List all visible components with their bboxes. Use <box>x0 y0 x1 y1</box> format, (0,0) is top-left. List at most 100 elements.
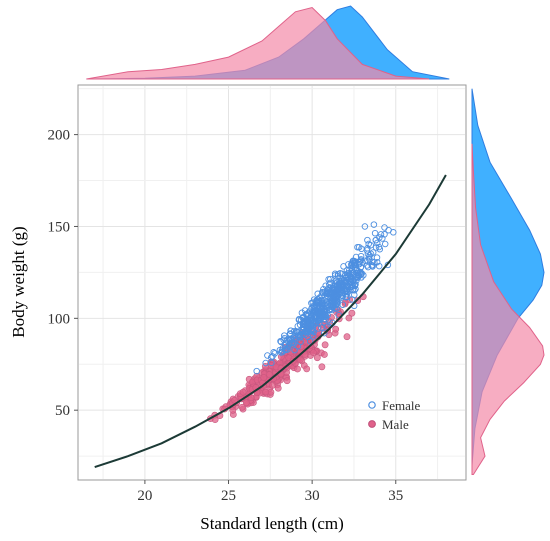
female-point <box>317 316 324 323</box>
female-point <box>356 258 363 266</box>
female-point <box>315 312 323 320</box>
female-point <box>349 286 357 294</box>
female-point <box>300 313 307 321</box>
female-point <box>253 367 260 375</box>
female-point <box>308 327 315 334</box>
female-point <box>372 244 380 251</box>
female-point <box>309 317 317 324</box>
right-density-male <box>471 143 545 475</box>
female-point <box>295 316 303 324</box>
female-point <box>302 331 309 339</box>
legend-female-label: Female <box>382 398 420 413</box>
female-point <box>340 277 347 285</box>
male-point <box>318 363 326 371</box>
female-point <box>293 332 300 340</box>
x-axis-title: Standard length (cm) <box>200 514 344 533</box>
y-tick-label: 100 <box>48 311 71 327</box>
female-point <box>336 269 344 277</box>
male-point <box>247 394 255 402</box>
female-point <box>322 310 329 318</box>
female-point <box>375 262 383 270</box>
female-point <box>300 323 307 331</box>
male-point <box>320 351 328 358</box>
top-density-male <box>86 6 430 80</box>
x-tick-label: 30 <box>305 488 320 504</box>
right-marginal-density <box>471 88 545 475</box>
fit-curve <box>94 174 447 469</box>
female-point <box>357 252 365 260</box>
female-point <box>321 307 329 315</box>
female-point <box>306 318 314 325</box>
male-point <box>348 309 356 317</box>
female-point <box>270 349 277 356</box>
female-point <box>334 289 341 297</box>
female-point <box>313 303 320 311</box>
female-point <box>292 336 299 344</box>
female-point <box>308 316 315 324</box>
male-point <box>303 365 311 373</box>
female-point <box>295 331 302 338</box>
female-point <box>348 276 355 283</box>
female-point <box>323 289 330 296</box>
female-point <box>280 336 287 343</box>
female-point <box>301 318 309 325</box>
male-point <box>309 349 317 356</box>
female-point <box>314 317 321 324</box>
female-point <box>367 250 375 258</box>
female-point <box>313 308 321 315</box>
male-point <box>283 377 291 385</box>
y-axis-title: Body weight (g) <box>9 226 28 337</box>
female-point <box>334 300 341 307</box>
y-axis-ticks: 50 100 150 200 <box>48 128 78 419</box>
x-tick-label: 25 <box>221 488 236 504</box>
legend-female-marker <box>368 401 376 409</box>
female-point <box>372 236 380 244</box>
female-point <box>365 240 372 248</box>
female-point <box>352 253 360 261</box>
female-point <box>327 279 334 287</box>
male-point <box>332 325 340 333</box>
female-point <box>364 236 371 244</box>
male-point <box>313 354 321 362</box>
female-point <box>327 302 334 309</box>
male-point <box>242 399 250 407</box>
male-point <box>229 406 237 414</box>
female-point <box>377 231 385 238</box>
female-point <box>364 263 372 271</box>
female-point <box>318 299 326 306</box>
female-point <box>348 283 356 290</box>
x-tick-label: 20 <box>137 488 152 504</box>
male-point <box>274 384 282 392</box>
female-point <box>355 272 363 279</box>
female-point <box>340 263 347 270</box>
female-point <box>299 321 307 328</box>
male-point <box>269 381 276 389</box>
female-point <box>322 282 329 289</box>
female-point <box>381 224 388 231</box>
male-point <box>239 388 247 396</box>
female-point <box>333 305 340 312</box>
y-tick-label: 200 <box>48 128 71 144</box>
female-point <box>318 292 325 299</box>
top-marginal-density <box>86 5 450 80</box>
female-point <box>284 346 291 353</box>
male-point <box>321 341 329 349</box>
female-point <box>373 258 381 266</box>
female-point <box>348 296 356 303</box>
male-point <box>296 356 304 364</box>
plot-panel <box>77 84 467 481</box>
female-point <box>337 285 344 293</box>
female-point <box>279 348 286 356</box>
female-point <box>368 262 376 269</box>
female-point <box>373 254 381 261</box>
legend-male-label: Male <box>382 417 409 432</box>
female-point <box>291 346 298 354</box>
y-tick-label: 50 <box>55 403 70 419</box>
female-point <box>371 229 379 237</box>
female-point <box>319 289 327 296</box>
female-point <box>321 329 328 337</box>
female-point <box>285 336 292 343</box>
female-point <box>361 223 369 230</box>
male-point <box>266 371 273 378</box>
